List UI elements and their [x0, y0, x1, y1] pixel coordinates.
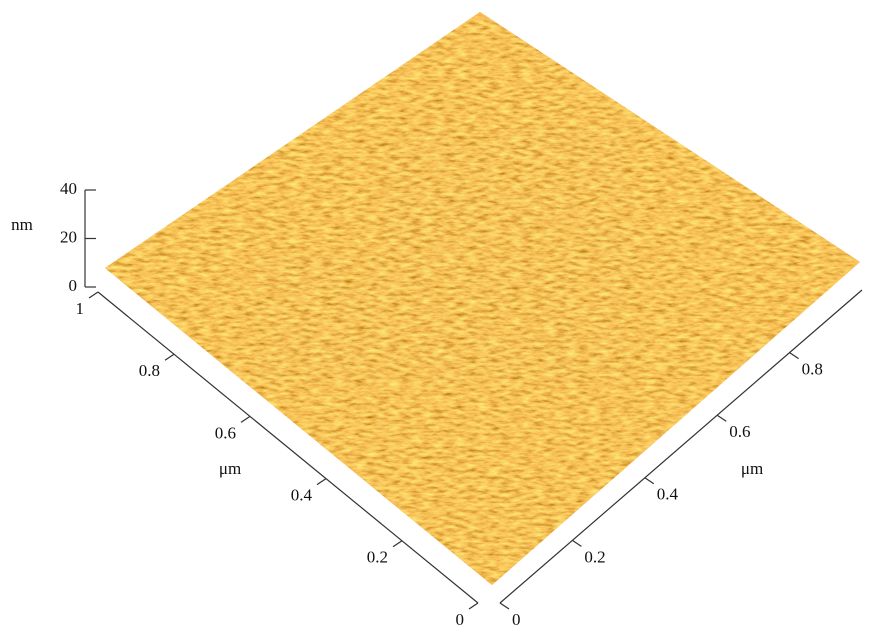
x-tick	[572, 540, 581, 546]
y-tick	[317, 479, 326, 485]
page: nm μm μm 0 20 40 0 0.2 0.4 0.6 0.8 1 0 0.2 0.4 0.6 0.…	[0, 0, 879, 633]
y-tick-label: 0.2	[367, 548, 388, 567]
x-tick-label: 0.4	[657, 485, 679, 504]
z-tick-label: 0	[69, 276, 78, 295]
x-tick	[645, 478, 654, 484]
z-axis-label: nm	[11, 215, 33, 234]
y-axis-label: μm	[219, 459, 241, 478]
x-tick	[717, 415, 726, 421]
y-tick	[393, 541, 402, 547]
z-tick-label: 40	[60, 179, 77, 198]
x-tick-label: 0	[512, 610, 521, 629]
x-tick-label: 0.6	[729, 422, 750, 441]
y-tick	[469, 603, 478, 609]
y-tick-label: 0	[456, 610, 465, 629]
y-tick	[89, 292, 98, 298]
x-axis-label: μm	[741, 459, 763, 478]
y-tick	[165, 354, 174, 360]
surface-texture	[100, 10, 865, 590]
chart: nm μm μm 0 20 40 0 0.2 0.4 0.6 0.8 1 0 0.2 0.4 0.6 0.…	[0, 0, 879, 633]
x-tick-label: 0.2	[584, 547, 605, 566]
x-tick	[790, 353, 799, 359]
y-tick-label: 1	[76, 299, 85, 318]
z-tick-label: 20	[60, 227, 77, 246]
y-tick-label: 0.8	[139, 361, 160, 380]
x-tick-label: 0.8	[802, 360, 823, 379]
y-tick-label: 0.6	[215, 423, 236, 442]
y-tick-label: 0.4	[291, 486, 313, 505]
surface	[100, 10, 865, 590]
y-tick	[241, 416, 250, 422]
x-tick	[500, 603, 509, 609]
